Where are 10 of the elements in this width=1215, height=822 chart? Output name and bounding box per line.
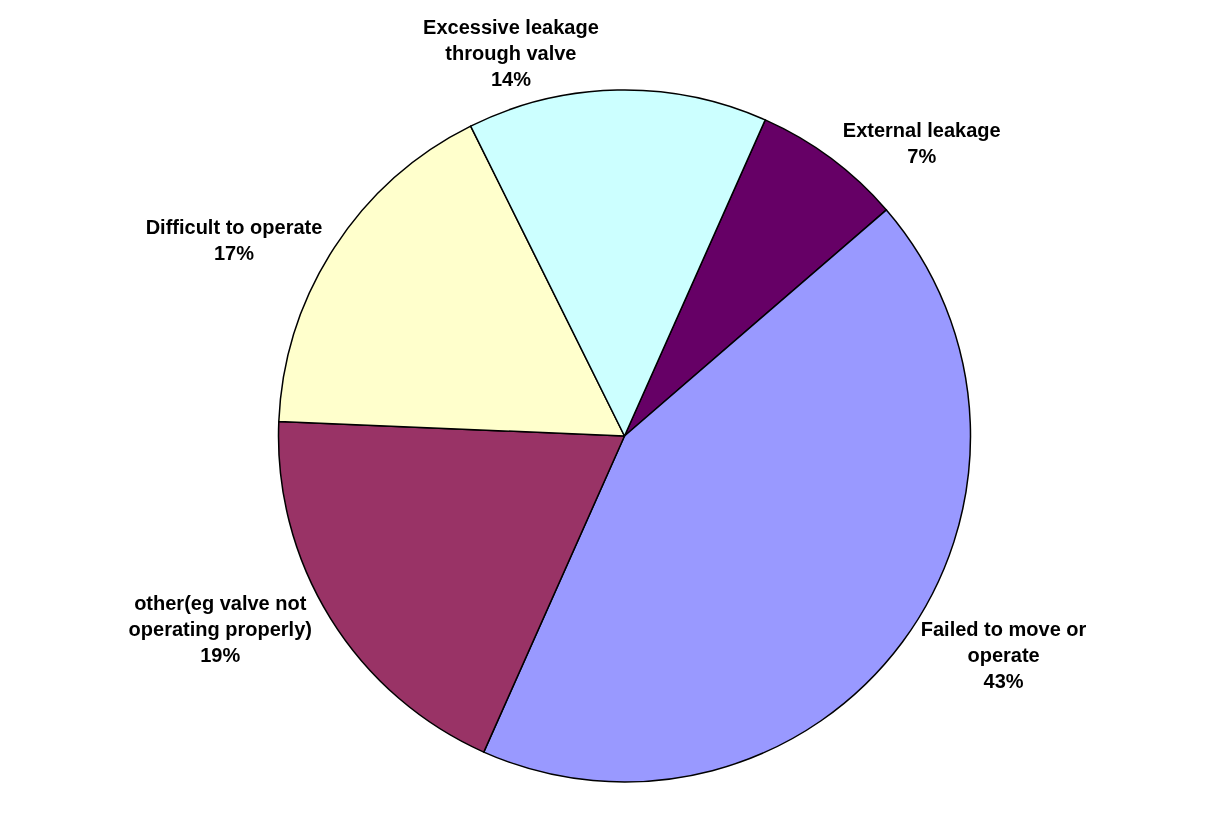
data-label: 7%	[907, 144, 937, 167]
data-label: 19%	[200, 643, 241, 666]
slice-label: Failed to move or operate	[920, 618, 1087, 667]
data-label: 17%	[213, 242, 255, 265]
data-label: 14%	[490, 68, 532, 91]
slice-label: other(eg valve not operating properly)	[128, 591, 312, 640]
data-label: 43%	[983, 670, 1024, 693]
slice-label: Excessive leakage through valve	[423, 16, 599, 65]
slice-label: External leakage	[842, 118, 1001, 141]
slice-label: Difficult to operate	[145, 216, 323, 239]
